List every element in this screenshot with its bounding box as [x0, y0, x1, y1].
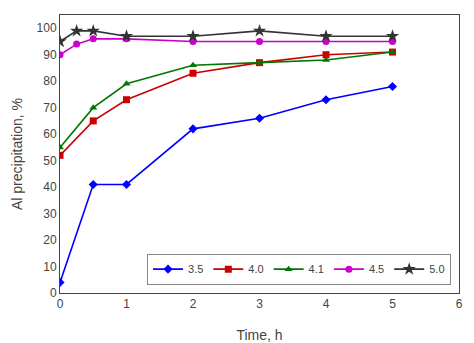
svg-text:20: 20 — [43, 233, 57, 247]
svg-text:1: 1 — [123, 297, 130, 311]
svg-text:0: 0 — [50, 286, 57, 300]
svg-text:0: 0 — [57, 297, 64, 311]
svg-text:80: 80 — [43, 74, 57, 88]
svg-text:4.5: 4.5 — [369, 263, 384, 275]
svg-text:3: 3 — [256, 297, 263, 311]
svg-text:50: 50 — [43, 154, 57, 168]
svg-text:30: 30 — [43, 207, 57, 221]
svg-text:4.0: 4.0 — [248, 263, 263, 275]
svg-text:4.1: 4.1 — [309, 263, 324, 275]
svg-text:5.0: 5.0 — [429, 263, 444, 275]
svg-text:5: 5 — [389, 297, 396, 311]
svg-text:70: 70 — [43, 101, 57, 115]
svg-text:Al precipitation, %: Al precipitation, % — [9, 98, 25, 210]
svg-text:4: 4 — [323, 297, 330, 311]
svg-text:40: 40 — [43, 180, 57, 194]
svg-text:10: 10 — [43, 260, 57, 274]
svg-text:100: 100 — [37, 21, 57, 35]
svg-text:3.5: 3.5 — [188, 263, 203, 275]
svg-text:90: 90 — [43, 48, 57, 62]
svg-text:2: 2 — [190, 297, 197, 311]
svg-text:6: 6 — [456, 297, 463, 311]
svg-text:Time, h: Time, h — [236, 327, 282, 343]
svg-text:60: 60 — [43, 127, 57, 141]
